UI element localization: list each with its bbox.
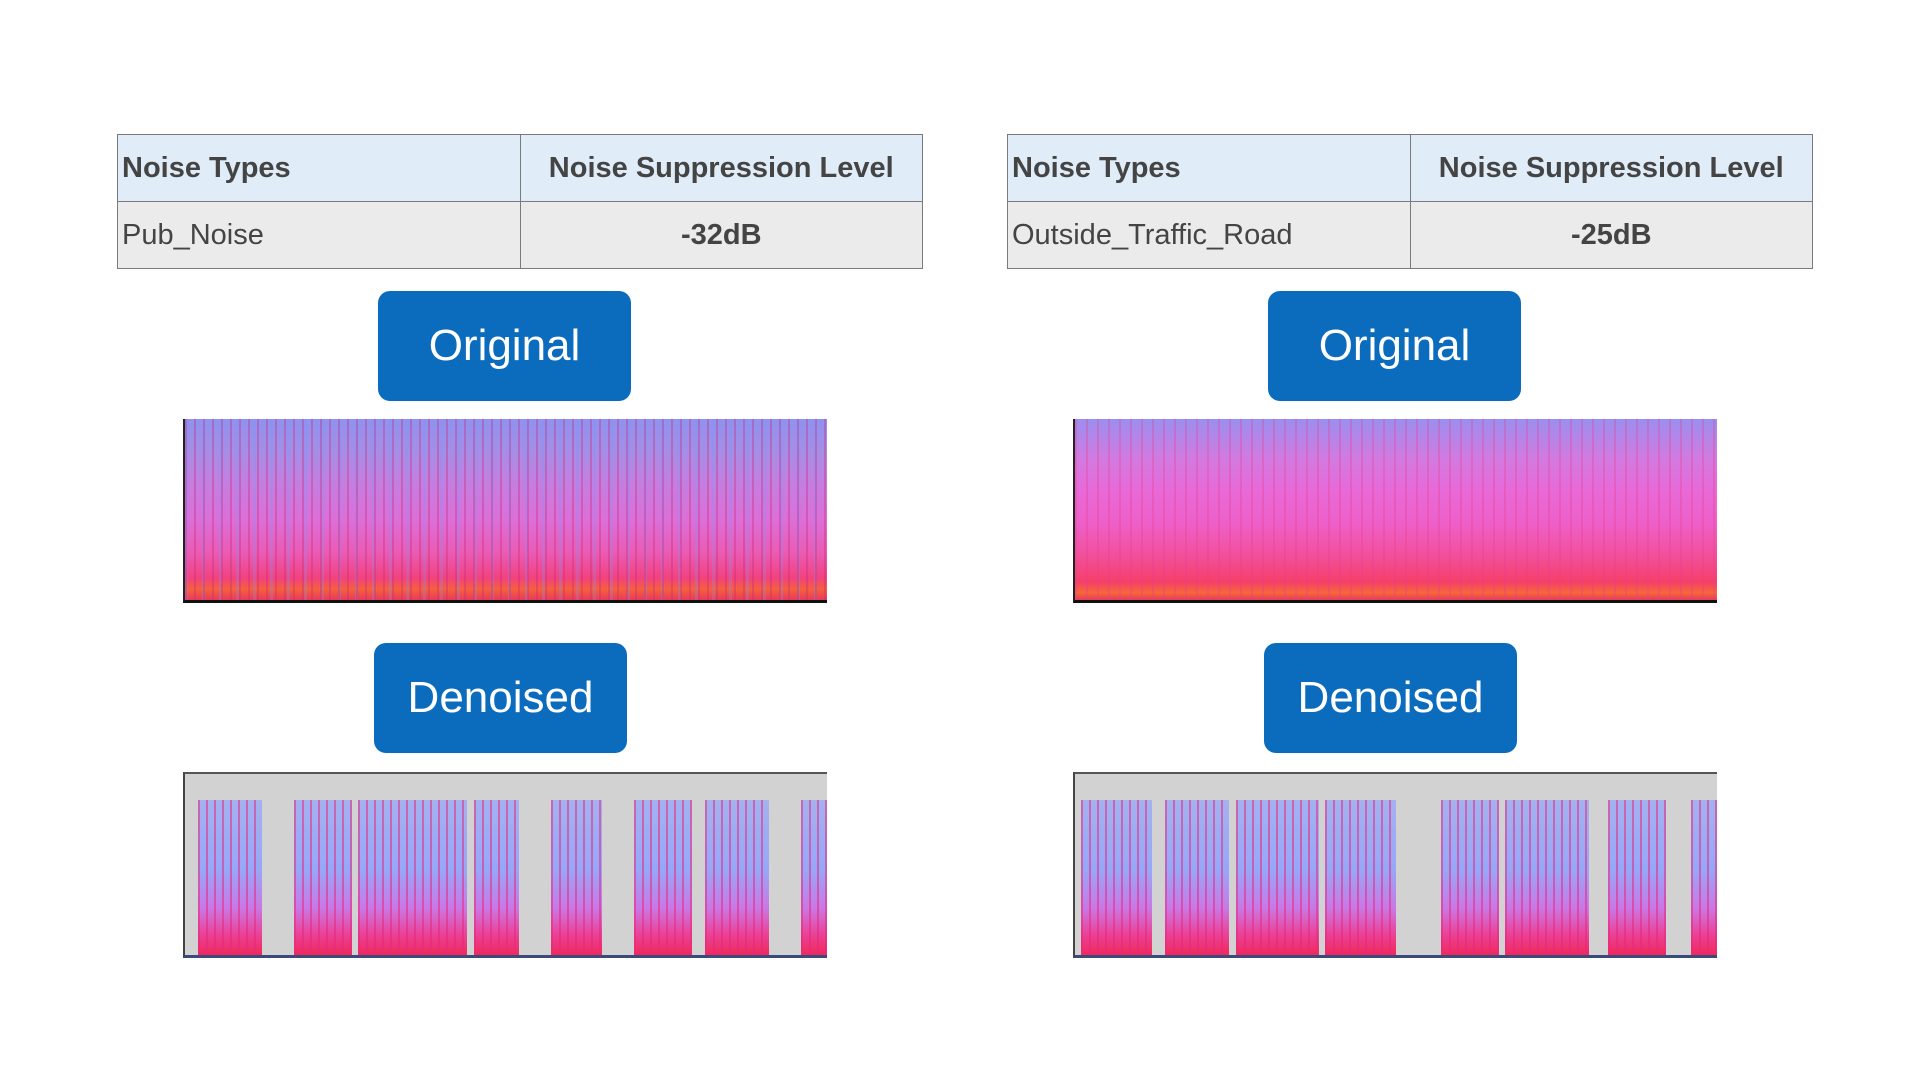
speech-burst bbox=[473, 800, 519, 955]
speech-burst bbox=[294, 800, 352, 955]
denoised-bursts bbox=[1075, 800, 1717, 955]
table-header-row: Noise Types Noise Suppression Level bbox=[1007, 134, 1813, 202]
speech-burst bbox=[705, 800, 770, 955]
denoised-spectrogram bbox=[1073, 772, 1717, 958]
table-row: Pub_Noise -32dB bbox=[117, 201, 923, 269]
header-noise-types: Noise Types bbox=[117, 134, 521, 202]
speech-burst bbox=[1691, 800, 1717, 955]
speech-burst bbox=[1164, 800, 1230, 955]
original-button[interactable]: Original bbox=[1268, 291, 1521, 401]
speech-burst bbox=[197, 800, 263, 955]
speech-burst bbox=[358, 800, 468, 955]
speech-burst bbox=[634, 800, 693, 955]
speech-burst bbox=[550, 800, 603, 955]
denoised-spectrogram bbox=[183, 772, 827, 958]
denoised-bursts bbox=[185, 800, 827, 955]
header-suppression-level: Noise Suppression Level bbox=[1409, 134, 1813, 202]
noise-type-cell: Outside_Traffic_Road bbox=[1007, 201, 1411, 269]
speech-burst bbox=[1440, 800, 1499, 955]
suppression-level-cell: -25dB bbox=[1409, 201, 1813, 269]
speech-burst bbox=[1505, 800, 1589, 955]
noise-table: Noise Types Noise Suppression Level Outs… bbox=[1007, 134, 1813, 269]
denoised-button[interactable]: Denoised bbox=[374, 643, 627, 753]
original-button[interactable]: Original bbox=[378, 291, 631, 401]
speech-burst bbox=[1607, 800, 1666, 955]
noise-type-cell: Pub_Noise bbox=[117, 201, 521, 269]
table-header-row: Noise Types Noise Suppression Level bbox=[117, 134, 923, 202]
speech-burst bbox=[1081, 800, 1153, 955]
original-spectrogram bbox=[183, 419, 827, 603]
speech-burst bbox=[1325, 800, 1396, 955]
header-suppression-level: Noise Suppression Level bbox=[519, 134, 923, 202]
noise-table: Noise Types Noise Suppression Level Pub_… bbox=[117, 134, 923, 269]
panel-pub-noise: Noise Types Noise Suppression Level Pub_… bbox=[117, 134, 923, 958]
original-spectrogram bbox=[1073, 419, 1717, 603]
table-row: Outside_Traffic_Road -25dB bbox=[1007, 201, 1813, 269]
speech-burst bbox=[1235, 800, 1319, 955]
panel-outside-traffic-road: Noise Types Noise Suppression Level Outs… bbox=[890, 0, 1850, 1080]
speech-burst bbox=[801, 800, 827, 955]
suppression-level-cell: -32dB bbox=[519, 201, 923, 269]
denoised-button[interactable]: Denoised bbox=[1264, 643, 1517, 753]
header-noise-types: Noise Types bbox=[1007, 134, 1411, 202]
